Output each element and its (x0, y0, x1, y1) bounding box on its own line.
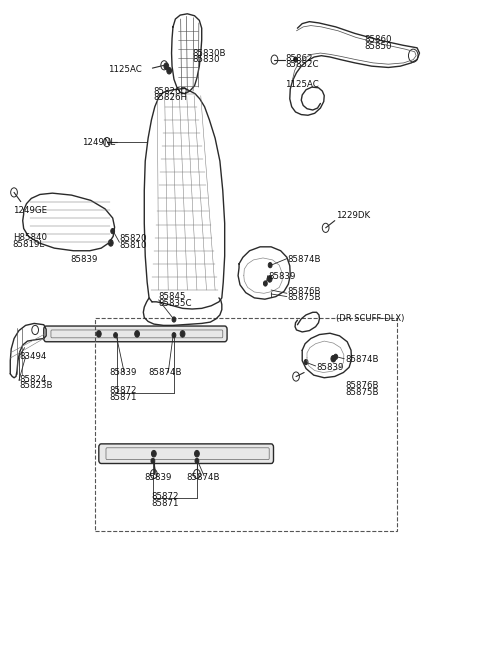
Text: 85839: 85839 (317, 363, 344, 372)
Text: 85875B: 85875B (288, 293, 322, 302)
Circle shape (264, 281, 267, 286)
Text: 1249GE: 1249GE (12, 206, 47, 215)
Text: 85874B: 85874B (186, 473, 220, 482)
Text: (DR SCUFF-DLX): (DR SCUFF-DLX) (336, 314, 404, 323)
Circle shape (172, 317, 176, 322)
FancyBboxPatch shape (99, 444, 274, 464)
Circle shape (268, 262, 272, 268)
Text: 85874B: 85874B (148, 368, 181, 377)
Text: 85872: 85872 (110, 386, 137, 396)
Text: 1229DK: 1229DK (336, 211, 370, 220)
FancyBboxPatch shape (44, 326, 227, 342)
Circle shape (267, 276, 272, 282)
Circle shape (151, 459, 155, 464)
Text: 85824: 85824 (19, 375, 47, 384)
Circle shape (114, 333, 118, 338)
Circle shape (195, 459, 199, 464)
Circle shape (135, 331, 140, 337)
Text: 85826H: 85826H (153, 93, 187, 102)
Text: 85820: 85820 (120, 234, 147, 243)
Circle shape (334, 354, 337, 359)
Text: 85875B: 85875B (345, 388, 379, 397)
Text: 85850: 85850 (364, 42, 392, 51)
Circle shape (294, 57, 298, 62)
Text: 85862: 85862 (286, 54, 313, 63)
Circle shape (180, 331, 185, 337)
Circle shape (194, 451, 199, 457)
Text: 1249NL: 1249NL (83, 138, 116, 146)
Text: 85819L: 85819L (12, 239, 45, 249)
Text: H85840: H85840 (12, 233, 47, 242)
Circle shape (152, 451, 156, 457)
Text: 85871: 85871 (152, 499, 179, 508)
Text: 85839: 85839 (110, 368, 137, 377)
Text: 85852C: 85852C (286, 60, 319, 70)
Text: 85871: 85871 (110, 393, 137, 402)
Text: 85830: 85830 (192, 55, 220, 64)
Text: 1125AC: 1125AC (108, 65, 142, 74)
Text: 85874B: 85874B (345, 355, 379, 364)
Text: 85830B: 85830B (192, 49, 226, 58)
Text: 85839: 85839 (144, 473, 172, 482)
Text: 85874B: 85874B (288, 255, 322, 264)
Text: 85810: 85810 (120, 241, 147, 250)
Text: 85823B: 85823B (19, 381, 52, 390)
Text: 85826D: 85826D (153, 87, 187, 96)
Circle shape (172, 333, 176, 338)
Text: 85860: 85860 (364, 35, 392, 45)
Text: 85872: 85872 (152, 493, 179, 501)
Circle shape (331, 356, 336, 362)
Circle shape (96, 331, 101, 337)
Text: 85835C: 85835C (158, 298, 192, 308)
Circle shape (111, 228, 115, 234)
Text: 85876B: 85876B (345, 381, 379, 390)
Circle shape (164, 63, 168, 70)
Text: 85876B: 85876B (288, 287, 322, 296)
Circle shape (167, 68, 171, 74)
Text: 85839: 85839 (70, 255, 97, 264)
Circle shape (108, 239, 113, 246)
Text: 85839: 85839 (269, 272, 296, 281)
Circle shape (304, 359, 308, 365)
Text: 1125AC: 1125AC (286, 80, 319, 89)
Text: 85845: 85845 (158, 292, 186, 301)
Text: 83494: 83494 (19, 352, 46, 361)
